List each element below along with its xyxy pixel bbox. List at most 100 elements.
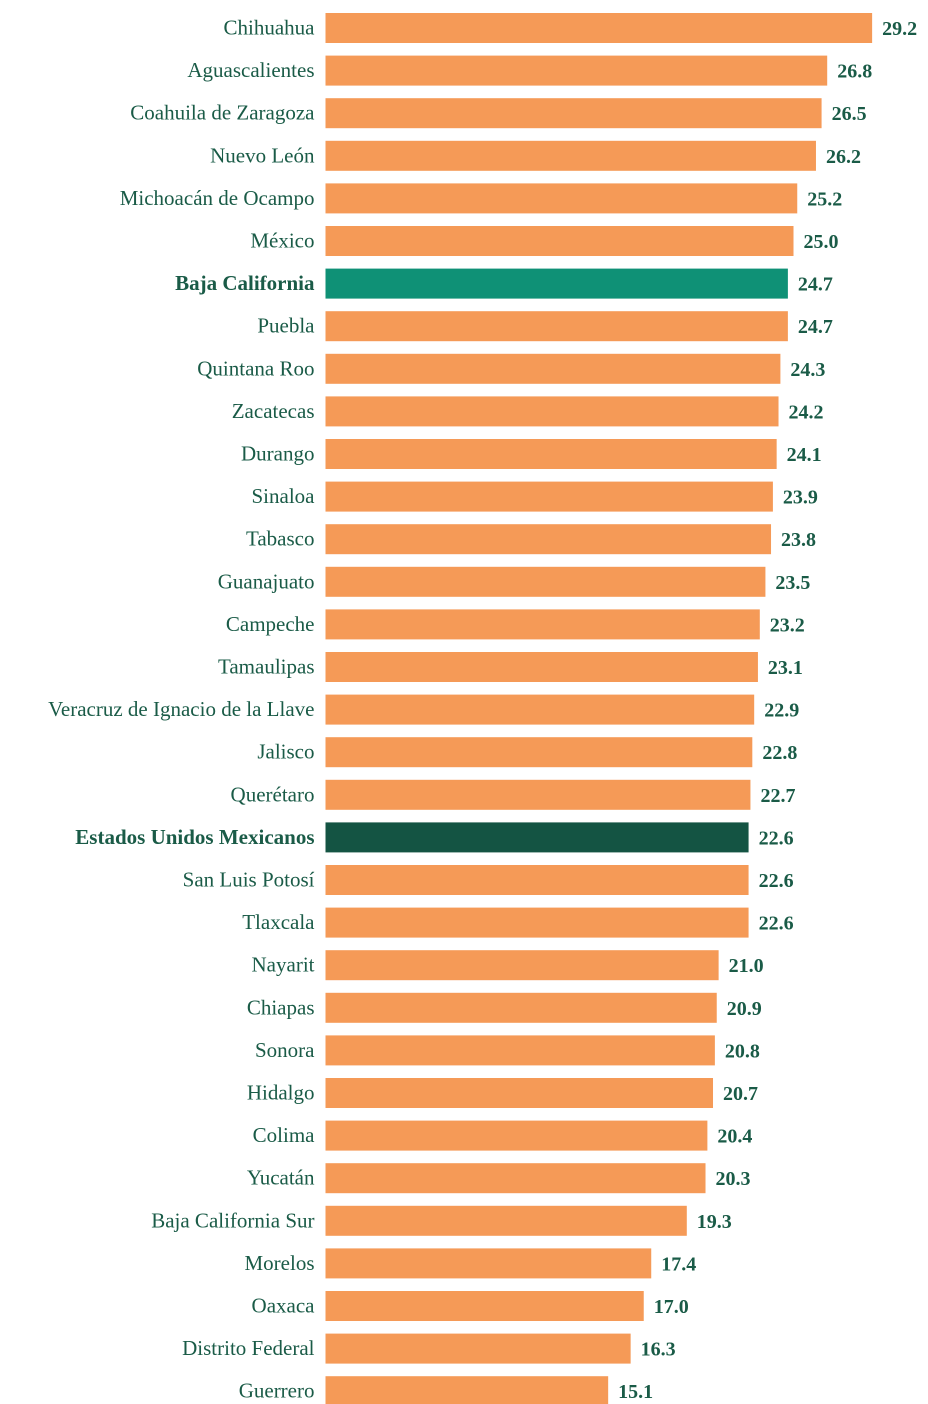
value-label-8: 24.3 <box>790 359 825 381</box>
value-label-10: 24.1 <box>787 444 822 466</box>
bar-11 <box>325 481 773 512</box>
bar-18 <box>325 779 751 810</box>
value-label-30: 17.0 <box>654 1296 689 1318</box>
value-label-3: 26.2 <box>826 146 861 168</box>
value-label-27: 20.3 <box>716 1168 751 1190</box>
bar-12 <box>325 524 772 555</box>
category-label-29: Morelos <box>245 1251 315 1275</box>
value-label-13: 23.5 <box>775 572 810 594</box>
value-label-4: 25.2 <box>807 188 842 210</box>
bar-10 <box>325 439 777 469</box>
bar-27 <box>325 1163 706 1194</box>
value-label-29: 17.4 <box>661 1253 696 1275</box>
value-label-23: 20.9 <box>727 998 762 1020</box>
value-label-15: 23.1 <box>768 657 803 679</box>
bar-15 <box>325 652 758 682</box>
bar-1 <box>325 55 828 86</box>
value-label-31: 16.3 <box>641 1339 676 1361</box>
value-label-19: 22.6 <box>759 827 794 849</box>
category-label-2: Coahuila de Zaragoza <box>130 101 315 125</box>
value-label-2: 26.5 <box>832 103 867 125</box>
bar-16 <box>325 694 755 725</box>
bar-2 <box>325 98 822 129</box>
bar-26 <box>325 1120 708 1151</box>
bar-4 <box>325 183 798 214</box>
category-label-16: Veracruz de Ignacio de la Llave <box>48 697 314 721</box>
category-label-17: Jalisco <box>257 740 314 764</box>
value-label-28: 19.3 <box>697 1211 732 1233</box>
category-label-14: Campeche <box>226 612 315 636</box>
value-label-7: 24.7 <box>798 316 833 338</box>
bar-30 <box>325 1291 644 1321</box>
bar-23 <box>325 992 717 1023</box>
value-label-9: 24.2 <box>789 401 824 423</box>
bar-22 <box>325 950 719 981</box>
category-label-28: Baja California Sur <box>151 1208 314 1232</box>
category-label-6: Baja California <box>175 271 315 295</box>
bar-25 <box>325 1078 714 1108</box>
bar-9 <box>325 396 779 427</box>
value-label-1: 26.8 <box>837 61 872 83</box>
bar-29 <box>325 1248 652 1279</box>
category-label-8: Quintana Roo <box>197 356 314 380</box>
bar-20 <box>325 865 749 895</box>
value-label-12: 23.8 <box>781 529 816 551</box>
category-label-0: Chihuahua <box>224 16 316 40</box>
bar-32 <box>325 1376 609 1404</box>
category-label-15: Tamaulipas <box>218 655 315 679</box>
category-label-31: Distrito Federal <box>182 1336 315 1360</box>
category-label-13: Guanajuato <box>218 569 315 593</box>
bar-6 <box>325 268 788 299</box>
bar-13 <box>325 566 766 597</box>
category-label-18: Querétaro <box>231 782 315 806</box>
bar-0 <box>325 13 873 43</box>
category-label-20: San Luis Potosí <box>183 868 315 892</box>
value-label-25: 20.7 <box>723 1083 758 1105</box>
category-label-4: Michoacán de Ocampo <box>120 186 315 210</box>
category-label-26: Colima <box>253 1123 316 1147</box>
category-label-22: Nayarit <box>252 953 315 977</box>
value-label-32: 15.1 <box>618 1381 653 1403</box>
bar-28 <box>325 1205 687 1236</box>
bar-3 <box>325 140 816 171</box>
category-label-11: Sinaloa <box>252 484 316 508</box>
bar-7 <box>325 311 788 342</box>
value-label-22: 21.0 <box>729 955 764 977</box>
value-label-18: 22.7 <box>760 785 795 807</box>
category-label-32: Guerrero <box>239 1379 315 1403</box>
value-label-6: 24.7 <box>798 274 833 296</box>
value-label-5: 25.0 <box>804 231 839 253</box>
bar-24 <box>325 1035 715 1066</box>
category-label-27: Yucatán <box>247 1166 315 1190</box>
category-label-1: Aguascalientes <box>187 58 314 82</box>
value-label-17: 22.8 <box>762 742 797 764</box>
category-label-25: Hidalgo <box>247 1081 315 1105</box>
category-label-19: Estados Unidos Mexicanos <box>75 825 314 849</box>
category-label-7: Puebla <box>257 314 315 338</box>
bars-group: Chihuahua 29.2 Aguascalientes 26.8 Coahuila … <box>48 13 917 1404</box>
bar-14 <box>325 609 760 640</box>
category-label-9: Zacatecas <box>232 399 315 423</box>
bar-8 <box>325 353 781 384</box>
bar-21 <box>325 907 749 938</box>
bar-19 <box>325 822 749 853</box>
category-label-24: Sonora <box>255 1038 315 1062</box>
category-label-3: Nuevo León <box>210 143 315 167</box>
value-label-16: 22.9 <box>764 700 799 722</box>
value-label-0: 29.2 <box>882 18 917 40</box>
category-label-30: Oaxaca <box>252 1294 316 1318</box>
value-label-11: 23.9 <box>783 487 818 509</box>
category-label-10: Durango <box>241 442 314 466</box>
value-label-21: 22.6 <box>759 913 794 935</box>
bar-31 <box>325 1333 631 1364</box>
category-label-21: Tlaxcala <box>242 910 315 934</box>
bar-17 <box>325 737 753 768</box>
bar-5 <box>325 226 794 256</box>
category-label-5: México <box>250 229 314 253</box>
category-label-12: Tabasco <box>246 527 315 551</box>
category-label-23: Chiapas <box>247 995 315 1019</box>
value-label-24: 20.8 <box>725 1040 760 1062</box>
value-label-14: 23.2 <box>770 614 805 636</box>
value-label-20: 22.6 <box>759 870 794 892</box>
